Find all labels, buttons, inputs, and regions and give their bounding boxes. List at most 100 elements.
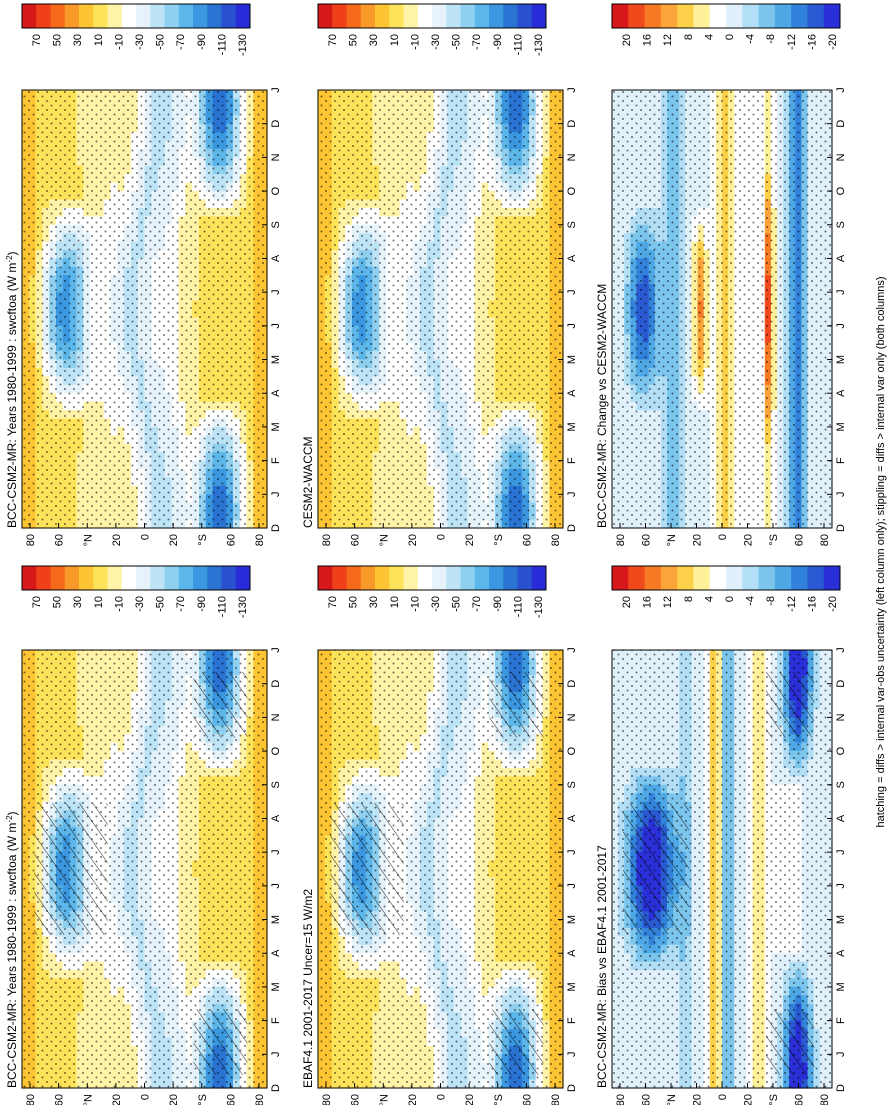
lat-tick-label: 60 [54, 1094, 66, 1105]
colorbar-label: -90 [492, 596, 504, 612]
colorbar-label: -50 [155, 596, 167, 612]
panel-title-close: ) [5, 811, 19, 815]
colorbar-swatch [107, 566, 123, 590]
month-tick-label: M [270, 982, 282, 991]
lat-tick-label: 80 [254, 1094, 266, 1105]
lat-tick-label: 80 [321, 1094, 333, 1105]
panel-title-text: EBAF4.1 2001-2017 Uncer=15 W/m2 [301, 889, 315, 1088]
panel-title: EBAF4.1 2001-2017 Uncer=15 W/m2 [301, 889, 315, 1088]
lat-tick-label: 20 [111, 1094, 123, 1105]
lat-tick-label: °N [82, 1094, 94, 1105]
lat-tick-label: 80 [25, 1094, 37, 1105]
colorbar-swatch [474, 566, 490, 590]
colorbar-swatch [36, 566, 51, 590]
colorbar-swatch [503, 566, 518, 590]
month-tick-label: F [566, 1017, 578, 1024]
colorbar-label: -70 [471, 596, 483, 612]
colorbar-label: -10 [409, 596, 421, 612]
colorbar-frame [21, 565, 251, 591]
colorbar-label: -30 [134, 596, 146, 612]
month-tick-label: D [270, 1084, 282, 1092]
colorbar-swatch [136, 566, 151, 590]
colorbar-swatch [235, 566, 251, 590]
panel-1: 80 60 °N 20 0 20 °S 60 80DJFMAMJJASONDJBCC-CSM2-… [5, 565, 282, 1105]
colorbar-label: 70 [327, 596, 339, 608]
colorbar-swatch [375, 566, 390, 590]
lat-tick-label: 60 [350, 1094, 362, 1105]
colorbar-swatch [531, 566, 547, 590]
colorbar-swatch [403, 566, 419, 590]
colorbar-label: 10 [389, 596, 401, 608]
colorbar-swatch [446, 566, 461, 590]
colorbar-label: -110 [512, 596, 524, 617]
colorbar-label: -10 [113, 596, 125, 612]
panel-title-sup: -2 [5, 815, 14, 823]
lat-tick-label: °N [378, 1094, 390, 1105]
colorbar-swatch [207, 566, 222, 590]
month-tick-label: O [566, 746, 578, 755]
month-tick-label: A [566, 814, 578, 822]
hatching-overlay [330, 803, 404, 935]
colorbar-label: 30 [72, 596, 84, 608]
lat-tick-label: 20 [168, 1094, 180, 1105]
colorbar-swatch [150, 566, 165, 590]
month-tick-label: J [566, 647, 578, 653]
colorbar-swatch [332, 566, 347, 590]
colorbar-swatch [121, 566, 137, 590]
month-tick-label: D [566, 1084, 578, 1092]
colorbar: 70 50 30 10 -10 -30 -50 -70 -90 -110 -130 [21, 565, 251, 618]
month-tick-label: D [270, 680, 282, 688]
colorbar-label: -50 [451, 596, 463, 612]
month-tick-label: M [566, 915, 578, 924]
colorbar-swatch [178, 566, 194, 590]
lat-tick-label: 20 [407, 1094, 419, 1105]
month-tick-label: S [566, 781, 578, 788]
colorbar-swatch [517, 566, 533, 590]
lat-tick-label: 0 [140, 1094, 152, 1100]
colorbar-swatch [221, 566, 237, 590]
lat-tick-label: 60 [225, 1094, 237, 1105]
panel-title-text: BCC-CSM2-MR: Years 1980-1999 : swcftoa (… [5, 823, 19, 1088]
month-tick-label: J [270, 883, 282, 889]
colorbar-swatch [489, 566, 504, 590]
month-tick-label: J [566, 883, 578, 889]
month-tick-label: D [566, 680, 578, 688]
colorbar-swatch [432, 566, 447, 590]
hatching-overlay [193, 1009, 248, 1075]
colorbar-swatch [64, 566, 80, 590]
panels-group: 80 60 °N 20 0 20 °S 60 80DJFMAMJJASONDJBCC-CSM2-… [5, 3, 847, 1105]
month-tick-label: O [270, 746, 282, 755]
colorbar-swatch [164, 566, 180, 590]
colorbar-swatch [346, 566, 362, 590]
lat-tick-label: 80 [550, 1094, 562, 1105]
colorbar-swatch [417, 566, 433, 590]
panel-3: 80 60 °N 20 0 20 °S 60 80DJFMAMJJASONDJBCC-CSM2-… [595, 565, 847, 1105]
month-tick-label: S [270, 781, 282, 788]
hatching-overlay [34, 803, 108, 935]
lat-tick-label: 60 [521, 1094, 533, 1105]
month-tick-label: J [270, 849, 282, 855]
colorbar-swatch [360, 566, 376, 590]
month-tick-label: J [270, 647, 282, 653]
month-tick-label: J [270, 1052, 282, 1058]
colorbar-label: 10 [93, 596, 105, 608]
colorbar-label: -70 [175, 596, 187, 612]
colorbar-swatch [389, 566, 404, 590]
month-tick-label: A [566, 949, 578, 957]
colorbar-label: -90 [196, 596, 208, 612]
colorbar-swatch [318, 566, 333, 590]
colorbar-label: -130 [533, 596, 545, 618]
month-tick-label: J [566, 1052, 578, 1058]
colorbar-label: 30 [368, 596, 380, 608]
month-tick-label: A [270, 814, 282, 822]
colorbar-swatch [22, 566, 37, 590]
colorbar-label: 70 [31, 596, 43, 608]
month-tick-label: N [566, 713, 578, 721]
hatching-overlay [489, 1009, 544, 1075]
colorbar-swatch [93, 566, 108, 590]
month-tick-label: M [270, 915, 282, 924]
month-tick-label: A [270, 949, 282, 957]
lat-tick-label: 0 [436, 1094, 448, 1100]
